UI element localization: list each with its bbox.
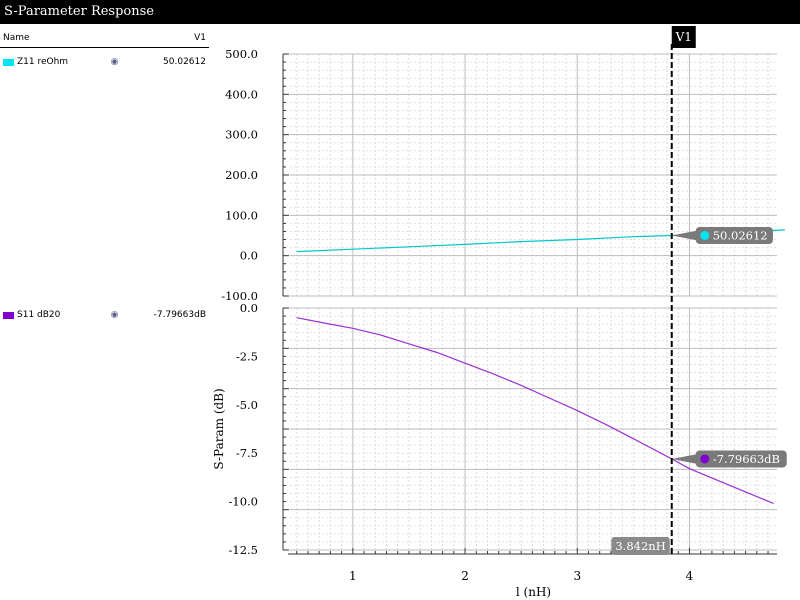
y-tick-label: -12.5	[229, 543, 259, 557]
y-tick-label: -5.0	[236, 398, 258, 412]
y-axis-label: S-Param (dB)	[212, 388, 226, 469]
y-tick-label: -100.0	[221, 289, 258, 303]
legend-name-header: Name	[3, 33, 30, 43]
cursor-x-label: 3.842nH	[615, 539, 665, 553]
x-tick-label: 3	[573, 569, 581, 583]
s11-color-swatch	[3, 312, 14, 319]
y-tick-label: 0.0	[240, 249, 258, 263]
cursor-name-label: V1	[675, 30, 692, 44]
s11-cursor-value: -7.79663dB	[153, 310, 206, 320]
window-title: S-Parameter Response	[0, 0, 800, 24]
marker-label-box	[695, 226, 773, 244]
marker-label-box	[695, 450, 787, 468]
legend-row-z11[interactable]: Z11 reOhm ◉ 50.02612	[0, 55, 209, 71]
series-line-s11-db20	[296, 317, 774, 505]
y-tick-label: 200.0	[225, 168, 258, 182]
legend-row-s11[interactable]: S11 dB20 ◉ -7.79663dB	[0, 308, 209, 324]
y-tick-label: -2.5	[236, 349, 258, 363]
eye-icon[interactable]: ◉	[110, 57, 119, 67]
marker-pointer	[671, 453, 698, 464]
z11-trace-name: Z11 reOhm	[17, 57, 69, 67]
y-tick-label: -7.5	[236, 446, 258, 460]
y-tick-label: 300.0	[225, 128, 258, 142]
plot-panel-1: 500.0 400.0 300.0 200.0 100.0 0.0 -100.0 50.026…	[221, 47, 785, 303]
plot-panel-2: 0.0 -2.5 -5.0 -7.5 -10.0 -12.5 -7.79663dB S-Par…	[212, 301, 787, 599]
z11-cursor-value: 50.02612	[163, 57, 206, 67]
marker-value-label: -7.79663dB	[713, 452, 780, 466]
x-tick-label: 2	[461, 569, 469, 583]
y-tick-label: 400.0	[225, 87, 258, 101]
cursor-v1[interactable]: V1 3.842nH	[611, 26, 696, 555]
x-axis-label: l (nH)	[516, 585, 551, 599]
y-tick-label: 0.0	[240, 301, 258, 315]
grid	[290, 307, 777, 551]
cursor-flag	[671, 26, 696, 48]
legend-value-header: V1	[194, 33, 206, 43]
s11-trace-name: S11 dB20	[17, 310, 61, 320]
legend-header: Name V1	[0, 30, 209, 48]
x-tick-label: 1	[349, 569, 357, 583]
marker-value-label: 50.02612	[713, 228, 768, 242]
cursor-x-label-box	[611, 537, 670, 555]
marker-dot	[700, 454, 710, 464]
y-tick-label: -10.0	[229, 495, 259, 509]
y-tick-label: 500.0	[225, 47, 258, 61]
marker-pointer	[671, 230, 698, 241]
y-tick-label: 100.0	[225, 208, 258, 222]
marker-dot	[700, 230, 710, 240]
x-tick-label: 4	[686, 569, 694, 583]
s-parameter-chart[interactable]: 500.0400.0300.0200.0100.00.0-100.050.026…	[0, 24, 800, 600]
grid	[290, 53, 777, 297]
z11-color-swatch	[3, 59, 14, 66]
eye-icon[interactable]: ◉	[110, 310, 119, 320]
